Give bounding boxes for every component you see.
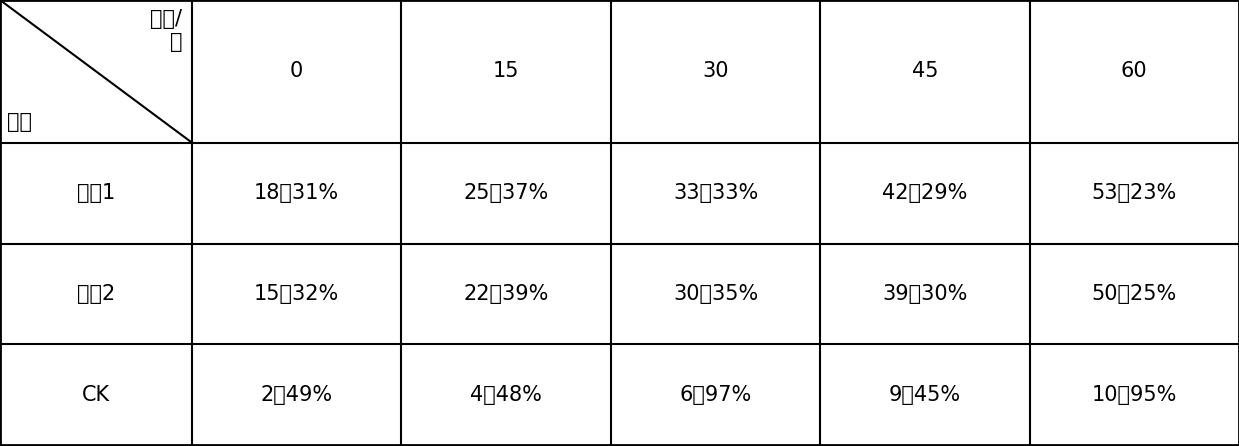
Text: 22．39%: 22．39% [463,284,549,304]
Text: 4．48%: 4．48% [470,385,543,405]
Text: 9．45%: 9．45% [888,385,961,405]
Text: 25．37%: 25．37% [463,183,549,203]
Text: 10．95%: 10．95% [1092,385,1177,405]
Text: 18．31%: 18．31% [254,183,339,203]
Text: 50．25%: 50．25% [1092,284,1177,304]
Text: 42．29%: 42．29% [882,183,968,203]
Text: 33．33%: 33．33% [673,183,758,203]
Text: 0: 0 [290,62,304,81]
Text: 处癱2: 处癱2 [77,284,115,304]
Text: 处癱1: 处癱1 [77,183,115,203]
Text: 处理: 处理 [7,112,32,132]
Text: 53．23%: 53．23% [1092,183,1177,203]
Text: 15: 15 [493,62,519,81]
Text: 60: 60 [1121,62,1147,81]
Text: 6．97%: 6．97% [679,385,752,405]
Text: CK: CK [82,385,110,405]
Text: 45: 45 [912,62,938,81]
Text: 30: 30 [703,62,729,81]
Text: 时间/
天: 时间/ 天 [150,9,182,52]
Text: 39．30%: 39．30% [882,284,968,304]
Text: 15．32%: 15．32% [254,284,339,304]
Text: 2．49%: 2．49% [260,385,333,405]
Text: 30．35%: 30．35% [673,284,758,304]
